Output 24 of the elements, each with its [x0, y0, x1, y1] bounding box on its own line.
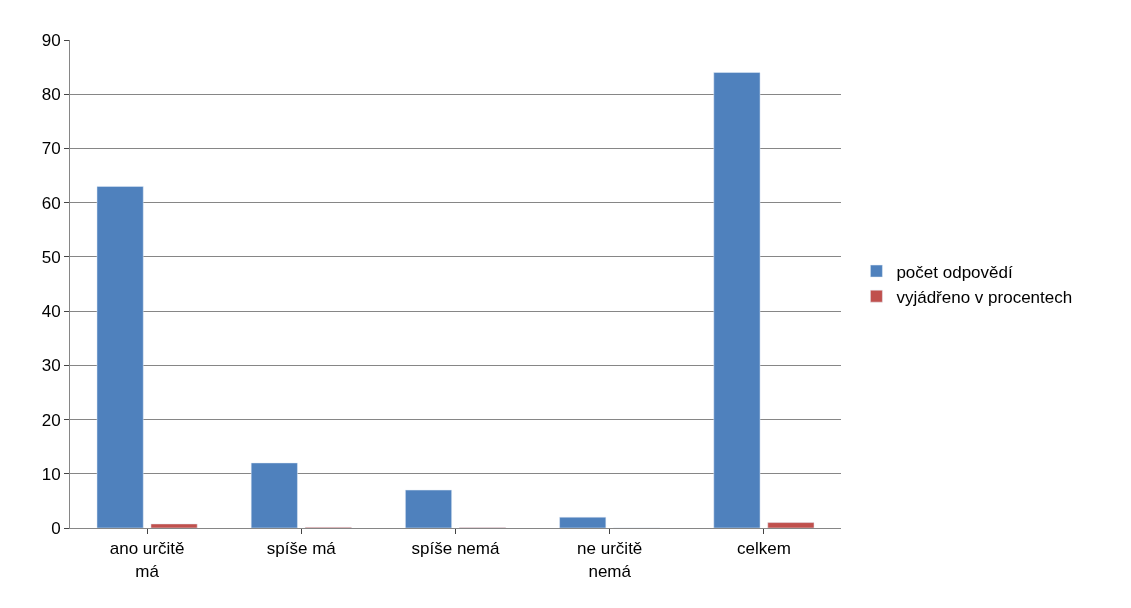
- bar: [150, 523, 198, 528]
- y-tick-label: 50: [41, 247, 61, 267]
- y-tick-label: 60: [41, 193, 61, 213]
- y-tick-label: 40: [41, 302, 61, 322]
- y-tick-label: 20: [41, 410, 61, 430]
- bar: [767, 522, 815, 528]
- x-tick-label: celkem: [736, 539, 791, 559]
- bar: [96, 186, 144, 528]
- x-tick-label: ne určitě nemá: [577, 539, 643, 581]
- legend-label: vyjádřeno v procentech: [896, 287, 1073, 307]
- y-tick-label: 10: [41, 464, 61, 484]
- bar: [405, 489, 452, 528]
- y-tick-label: 80: [41, 85, 61, 105]
- y-tick-label: 70: [41, 139, 61, 159]
- x-tick-label: ano určitě má: [109, 539, 185, 581]
- bar: [250, 462, 298, 528]
- x-tick-label: spíše nemá: [411, 539, 500, 559]
- y-tick-label: 30: [41, 356, 61, 376]
- y-tick-label: 0: [51, 518, 61, 538]
- bar: [713, 72, 761, 528]
- y-tick-label: 90: [41, 30, 61, 50]
- bar: [559, 516, 607, 528]
- x-tick-label: spíše má: [266, 539, 337, 559]
- legend-label: počet odpovědí: [896, 262, 1013, 282]
